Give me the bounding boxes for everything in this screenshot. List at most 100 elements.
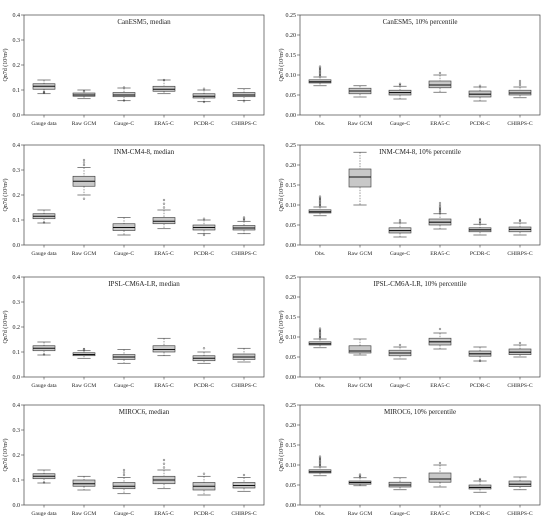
outlier-point [438, 203, 442, 207]
outlier-point [358, 474, 362, 477]
outlier-point [318, 73, 322, 77]
y-tick-label: 0.05 [286, 223, 297, 229]
plot-frame [299, 276, 541, 378]
outlier-point [122, 473, 126, 477]
outlier-point [478, 84, 482, 87]
outlier-point [122, 471, 126, 474]
chart-panel: IPSL-CM6A-LR, 10% percentile 0.00 0.05 0.10… [278, 275, 541, 389]
outlier-point [518, 219, 522, 222]
x-category-label: Gauge-C [390, 121, 410, 127]
box-series-item [388, 219, 412, 238]
box-series-item [308, 455, 332, 477]
y-axis-label: Qn7d (10³m³) [278, 178, 285, 211]
y-tick-label: 0.2 [13, 453, 21, 459]
outlier-point [318, 456, 322, 459]
outlier-point [318, 201, 322, 204]
y-axis-label: Qn7d (10³m³) [278, 438, 285, 471]
x-category-label: Raw GCM [348, 121, 372, 127]
y-tick-label: 0.10 [286, 463, 297, 469]
box-series-item [192, 87, 216, 104]
outlier-point [162, 198, 166, 202]
chart-panel: INM-CM4-8, median 0.0 0.1 0.2 0.3 0.4 Qn7d (10… [2, 143, 265, 257]
x-category-label: ERA5-C [430, 383, 450, 389]
outlier-point [518, 81, 522, 85]
outlier-point [162, 458, 166, 462]
y-tick-label: 0.00 [286, 243, 297, 249]
box-series-item [232, 473, 256, 492]
iqr-box [348, 345, 372, 354]
chart-title: CanESM5, median [117, 18, 171, 26]
outlier-point [518, 219, 522, 223]
x-category-label: Raw GCM [348, 511, 372, 517]
iqr-box [152, 345, 176, 353]
outlier-point [438, 207, 442, 211]
outlier-point [318, 328, 322, 331]
outlier-point [318, 465, 322, 468]
box-series-item [112, 217, 136, 236]
y-tick-label: 0.15 [286, 183, 297, 189]
outlier-point [478, 477, 482, 481]
outlier-point [242, 473, 246, 477]
outlier-point [318, 462, 322, 465]
x-category-label: Gauge-C [114, 121, 134, 127]
outlier-point [202, 100, 206, 104]
box-series-item [428, 327, 452, 350]
y-tick-label: 0.25 [286, 275, 297, 281]
outlier-point [318, 202, 322, 205]
outlier-point [318, 203, 322, 207]
y-tick-label: 0.2 [13, 193, 21, 199]
x-category-label: Gauge-C [390, 383, 410, 389]
outlier-point [318, 334, 322, 337]
box-series-item [468, 346, 492, 363]
box-series-item [152, 78, 176, 95]
y-tick-label: 0.1 [13, 350, 21, 356]
y-tick-label: 0.0 [13, 375, 21, 381]
x-category-label: Raw GCM [72, 121, 96, 127]
iqr-box [428, 472, 452, 483]
outlier-point [42, 221, 46, 224]
outlier-point [242, 217, 246, 220]
box-series-item [428, 461, 452, 488]
outlier-point [318, 460, 322, 463]
box-series-item [32, 341, 56, 356]
box-series-item [348, 473, 372, 487]
outlier-point [318, 457, 322, 461]
outlier-point [82, 161, 86, 164]
plot-frame [23, 276, 265, 378]
y-tick-label: 0.1 [13, 218, 21, 224]
x-category-label: PCDR-C [470, 251, 490, 257]
outlier-point [438, 206, 442, 209]
outlier-point [162, 206, 166, 209]
y-tick-label: 0.1 [13, 88, 21, 94]
chart-title: INM-CM4-8, 10% percentile [379, 148, 461, 156]
outlier-point [162, 466, 166, 469]
outlier-point [318, 71, 322, 74]
box-series-item [192, 217, 216, 237]
outlier-point [318, 197, 322, 201]
box-series-item [32, 469, 56, 484]
outlier-point [122, 86, 126, 89]
y-tick-label: 0.05 [286, 355, 297, 361]
x-category-label: Gauge data [31, 251, 57, 257]
outlier-point [518, 83, 522, 87]
box-series-item [308, 327, 332, 349]
y-tick-label: 0.25 [286, 13, 297, 19]
y-tick-label: 0.3 [13, 428, 21, 434]
y-tick-label: 0.2 [13, 325, 21, 331]
x-category-label: CHIRPS-C [231, 251, 256, 257]
outlier-point [162, 78, 166, 82]
x-category-label: CHIRPS-C [507, 251, 532, 257]
y-tick-label: 0.3 [13, 300, 21, 306]
outlier-point [318, 455, 322, 458]
outlier-point [202, 217, 206, 220]
outlier-point [82, 158, 86, 162]
chart-panel: INM-CM4-8, 10% percentile 0.00 0.05 0.10 0.1… [278, 143, 541, 257]
outlier-point [358, 473, 362, 476]
y-tick-label: 0.20 [286, 33, 297, 39]
y-axis-label: Qn7d (10³m³) [278, 48, 285, 81]
plot-frame [299, 404, 541, 506]
box-series-item [152, 198, 176, 230]
y-tick-label: 0.20 [286, 163, 297, 169]
y-axis-label: Qn7d (10³m³) [278, 310, 285, 343]
outlier-point [318, 66, 322, 69]
